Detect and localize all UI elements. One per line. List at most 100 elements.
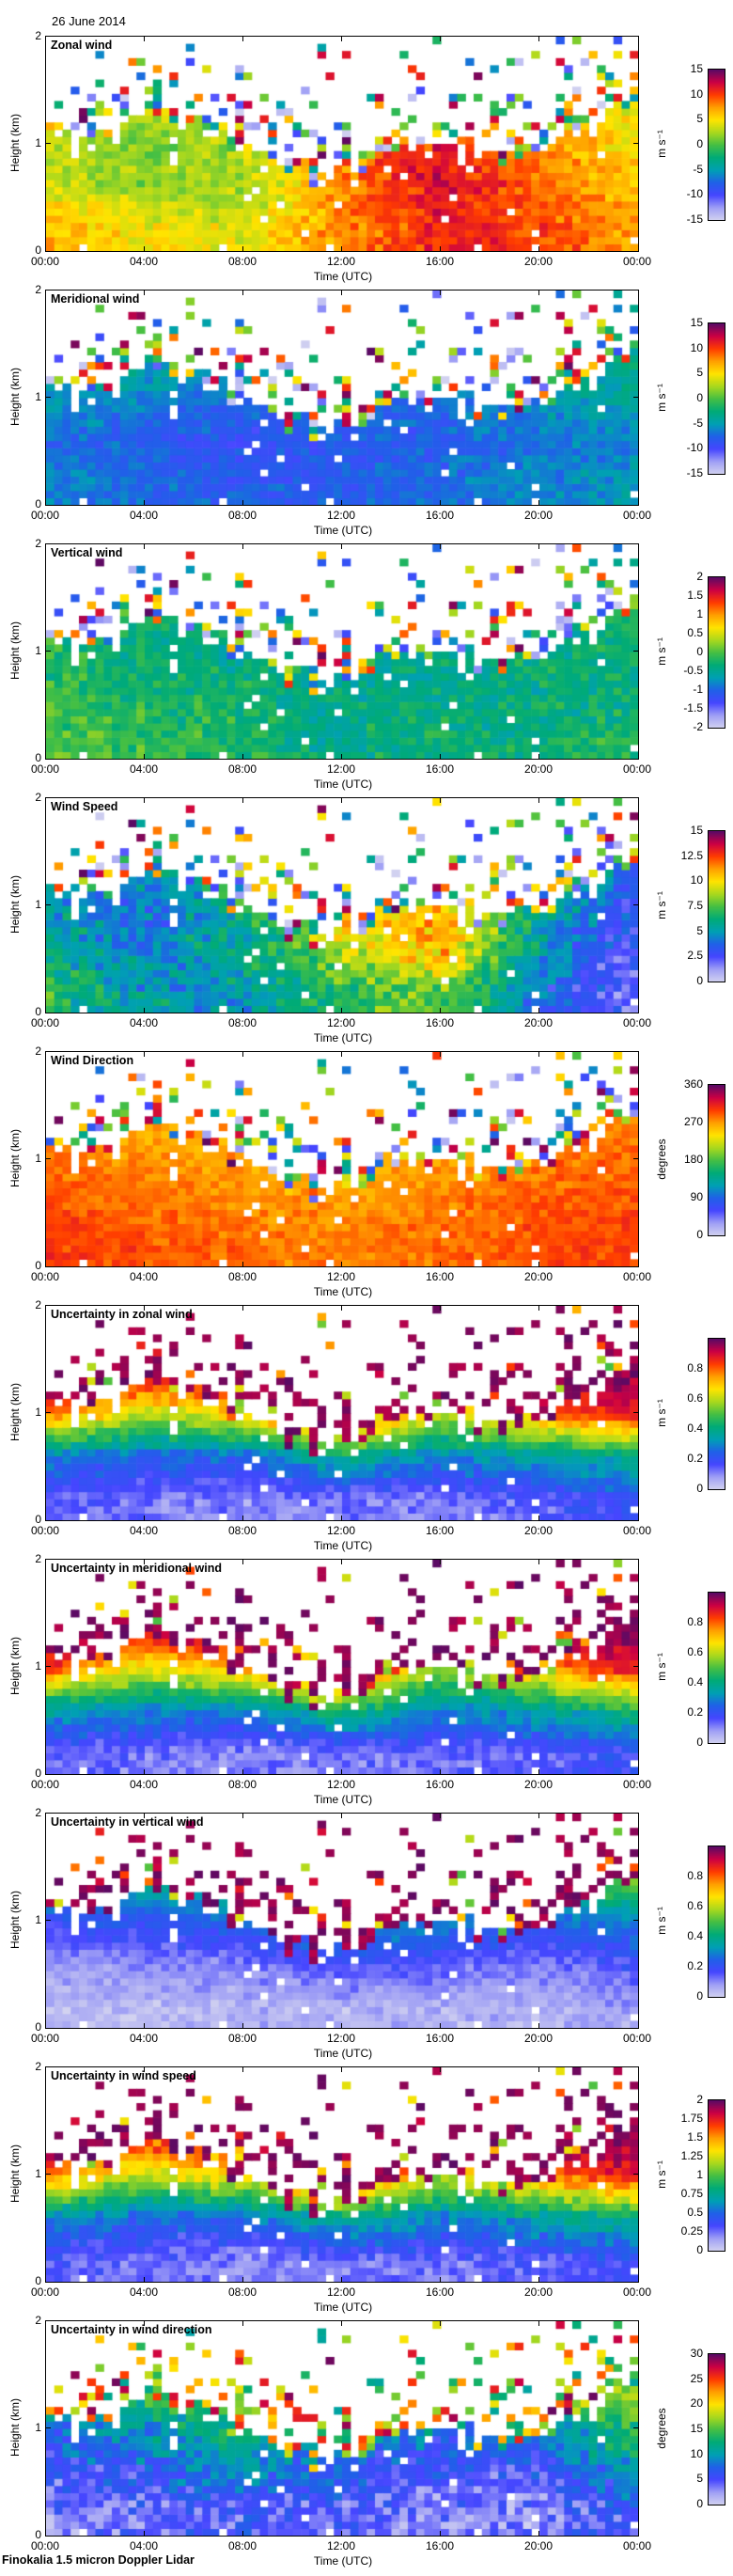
axis-tick bbox=[633, 1666, 638, 1667]
height-axis-label: Height (km) bbox=[8, 1128, 22, 1188]
height-axis-label: Height (km) bbox=[8, 2144, 22, 2204]
height-tick-label: 0 bbox=[35, 2528, 41, 2541]
heatmap-canvas bbox=[46, 1052, 638, 1266]
time-axis-label: Time (UTC) bbox=[313, 778, 373, 791]
time-tick-label: 08:00 bbox=[227, 762, 257, 776]
height-tick-label: 2 bbox=[35, 1298, 41, 1312]
time-tick-label: 00:00 bbox=[30, 1270, 60, 1283]
height-axis-label: Height (km) bbox=[8, 2397, 22, 2458]
time-axis-label: Time (UTC) bbox=[313, 1539, 373, 1552]
heatmap-canvas bbox=[46, 798, 638, 1013]
colorbar-tick-label: -5 bbox=[693, 162, 703, 176]
panel-title: Uncertainty in wind speed bbox=[51, 2069, 196, 2082]
time-tick-label: 20:00 bbox=[523, 1016, 554, 1029]
axis-tick bbox=[538, 291, 539, 295]
colorbar-tick-label: 10 bbox=[690, 2446, 703, 2460]
axis-tick bbox=[341, 2321, 342, 2326]
axis-tick bbox=[242, 1814, 243, 1818]
colorbar-tick-label: 15 bbox=[690, 2422, 703, 2435]
axis-tick bbox=[440, 246, 441, 251]
heatmap-panel: Height (km) 2 1 0 Wind Speed 00:00 04:00 0… bbox=[0, 791, 733, 1051]
height-axis-label: Height (km) bbox=[8, 1636, 22, 1696]
heatmap-panel: Height (km) 2 1 0 Zonal wind 00:00 04:00 0… bbox=[0, 29, 733, 290]
axis-tick bbox=[440, 2067, 441, 2072]
colorbar-unit-label: m s⁻¹ bbox=[655, 637, 668, 666]
axis-tick bbox=[633, 2174, 638, 2175]
plot-area: Uncertainty in vertical wind bbox=[45, 1813, 639, 2029]
time-tick-label: 00:00 bbox=[30, 1016, 60, 1029]
height-tick-label: 1 bbox=[35, 2421, 41, 2434]
colorbar-tick-label: 5 bbox=[696, 2472, 703, 2486]
axis-tick bbox=[633, 1158, 638, 1159]
time-tick-label: 04:00 bbox=[129, 2539, 159, 2552]
colorbar-tick-label: -10 bbox=[686, 441, 703, 455]
heatmap-canvas bbox=[46, 2321, 638, 2536]
time-tick-label: 04:00 bbox=[129, 1524, 159, 1537]
colorbar-tick-label: 0.8 bbox=[687, 1615, 703, 1628]
colorbar-tick-label: 0.6 bbox=[687, 1899, 703, 1912]
axis-tick bbox=[242, 2321, 243, 2326]
time-tick-label: 08:00 bbox=[227, 255, 257, 268]
time-tick-label: 16:00 bbox=[425, 1016, 455, 1029]
axis-tick bbox=[144, 2321, 145, 2326]
colorbar-tick-label: 0.4 bbox=[687, 1929, 703, 1942]
date-label: 26 June 2014 bbox=[52, 14, 126, 28]
axis-tick bbox=[144, 500, 145, 505]
heatmap-canvas bbox=[46, 37, 638, 251]
time-tick-label: 00:00 bbox=[622, 2539, 652, 2552]
time-axis-label: Time (UTC) bbox=[313, 1793, 373, 1806]
time-tick-label: 16:00 bbox=[425, 1270, 455, 1283]
axis-tick bbox=[242, 1560, 243, 1564]
axis-tick bbox=[242, 2023, 243, 2028]
colorbar-tick-label: 1.5 bbox=[687, 2130, 703, 2144]
axis-tick bbox=[633, 651, 638, 652]
colorbar bbox=[708, 1592, 725, 1744]
time-tick-label: 04:00 bbox=[129, 1270, 159, 1283]
axis-tick bbox=[440, 2531, 441, 2536]
time-tick-label: 08:00 bbox=[227, 1016, 257, 1029]
axis-tick bbox=[440, 1814, 441, 1818]
time-axis-label: Time (UTC) bbox=[313, 1031, 373, 1045]
plot-area: Wind Direction bbox=[45, 1051, 639, 1267]
axis-tick bbox=[633, 1920, 638, 1921]
axis-tick bbox=[341, 1769, 342, 1774]
axis-tick bbox=[46, 1412, 51, 1413]
height-tick-label: 2 bbox=[35, 283, 41, 296]
axis-tick bbox=[144, 2067, 145, 2072]
time-tick-label: 08:00 bbox=[227, 1270, 257, 1283]
colorbar-tick-label: 0 bbox=[696, 1736, 703, 1749]
panel-title: Vertical wind bbox=[51, 546, 123, 559]
axis-tick bbox=[440, 798, 441, 803]
time-axis-label: Time (UTC) bbox=[313, 1285, 373, 1298]
time-tick-label: 04:00 bbox=[129, 2032, 159, 2045]
time-tick-label: 00:00 bbox=[622, 2285, 652, 2299]
axis-tick bbox=[538, 500, 539, 505]
colorbar-unit-label: degrees bbox=[655, 1139, 668, 1180]
axis-tick bbox=[440, 1516, 441, 1520]
colorbar-tick-label: 15 bbox=[690, 824, 703, 837]
colorbar bbox=[708, 2099, 725, 2252]
panel-title: Uncertainty in zonal wind bbox=[51, 1308, 193, 1321]
colorbar-tick-label: 360 bbox=[683, 1077, 703, 1091]
axis-tick bbox=[46, 143, 51, 144]
axis-tick bbox=[242, 246, 243, 251]
plot-area: Uncertainty in wind direction bbox=[45, 2320, 639, 2537]
axis-tick bbox=[144, 1814, 145, 1818]
colorbar-tick-label: 1 bbox=[696, 2168, 703, 2181]
axis-tick bbox=[341, 2067, 342, 2072]
time-tick-label: 12:00 bbox=[326, 1270, 356, 1283]
axis-tick bbox=[242, 1516, 243, 1520]
time-tick-label: 16:00 bbox=[425, 2285, 455, 2299]
colorbar-tick-label: 5 bbox=[696, 366, 703, 380]
heatmap-canvas bbox=[46, 1814, 638, 2028]
time-axis-label: Time (UTC) bbox=[313, 2301, 373, 2314]
colorbar-tick-label: 0.4 bbox=[687, 1675, 703, 1689]
axis-tick bbox=[538, 754, 539, 759]
heatmap-panel: Height (km) 2 1 0 Uncertainty in meridio… bbox=[0, 1552, 733, 1813]
axis-tick bbox=[341, 2023, 342, 2028]
axis-tick bbox=[46, 1666, 51, 1667]
axis-tick bbox=[144, 798, 145, 803]
plot-area: Uncertainty in meridional wind bbox=[45, 1559, 639, 1775]
axis-tick bbox=[144, 37, 145, 41]
height-tick-label: 1 bbox=[35, 1913, 41, 1926]
